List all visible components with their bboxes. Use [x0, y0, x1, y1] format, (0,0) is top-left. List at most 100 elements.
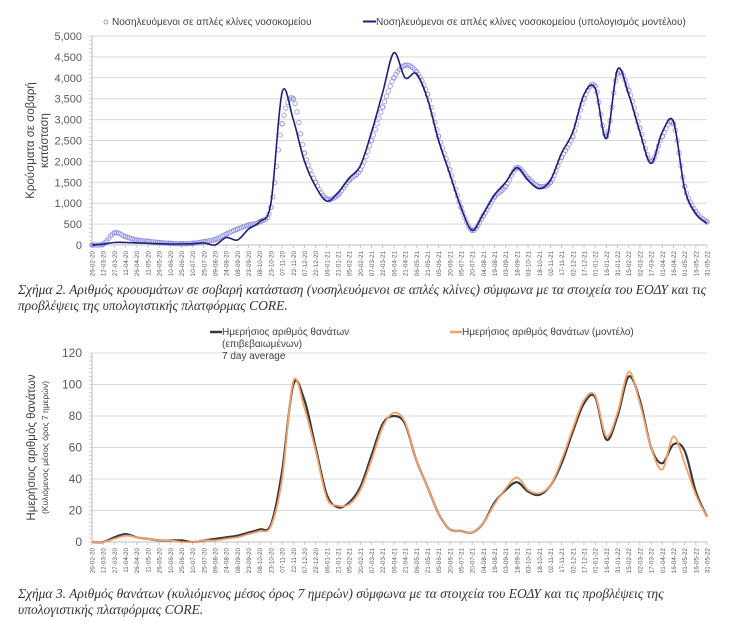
x-tick-label: 11-04-20	[123, 251, 130, 276]
x-tick-label: 05-02-21	[347, 251, 354, 277]
x-tick-label: 07-11-20	[280, 251, 287, 276]
y-tick-label: 20	[69, 504, 83, 518]
x-tick-label: 08-09-20	[235, 251, 242, 277]
x-tick-label: 26-05-20	[157, 548, 164, 574]
y-tick-label: 0	[75, 535, 82, 549]
x-tick-label: 20-07-21	[470, 548, 477, 574]
x-tick-label: 07-11-20	[280, 548, 287, 573]
x-tick-label: 11-04-20	[123, 548, 130, 573]
x-tick-label: 22-12-20	[313, 251, 320, 277]
legend-marker-icon	[103, 19, 109, 25]
x-tick-label: 26-04-20	[134, 251, 141, 277]
x-tick-label: 20-06-21	[447, 548, 454, 574]
data-point	[154, 239, 160, 245]
x-tick-label: 17-11-21	[559, 548, 566, 573]
data-point	[212, 236, 218, 243]
data-point	[402, 62, 408, 68]
x-tick-label: 17-03-22	[649, 251, 656, 277]
x-tick-label: 06-04-21	[391, 251, 398, 277]
data-point	[385, 88, 391, 94]
x-tick-label: 18-09-21	[514, 251, 521, 277]
x-tick-label: 02-12-21	[570, 251, 577, 277]
x-tick-label: 05-06-21	[436, 548, 443, 574]
data-point	[162, 240, 168, 246]
x-tick-label: 31-01-22	[615, 251, 622, 277]
x-tick-label: 21-01-21	[336, 548, 343, 574]
x-tick-label: 06-04-21	[391, 548, 398, 574]
x-tick-label: 20-02-21	[358, 251, 365, 277]
series-line	[91, 375, 709, 544]
data-point	[111, 230, 118, 236]
y-axis-title: κατάσταση	[39, 113, 51, 168]
x-tick-label: 08-10-20	[257, 251, 264, 277]
x-tick-label: 24-08-20	[224, 251, 231, 277]
y-tick-label: 0	[76, 240, 82, 252]
x-tick-label: 06-01-21	[324, 251, 331, 277]
x-tick-label: 02-11-21	[548, 251, 555, 276]
x-tick-label: 20-06-21	[447, 251, 454, 277]
y-tick-label: 80	[69, 409, 83, 423]
x-tick-label: 23-10-20	[268, 548, 275, 574]
x-tick-label: 05-02-21	[347, 548, 354, 574]
x-tick-label: 04-08-21	[481, 251, 488, 277]
data-point	[294, 109, 300, 115]
data-point	[201, 239, 207, 245]
x-tick-label: 05-07-21	[459, 548, 466, 574]
data-point	[271, 179, 278, 186]
y-tick-label: 5,000	[54, 31, 82, 43]
chart-severe-cases: 0 500 1,000 1,500 2,000 2,500 3,000 3,500 4,000 4…	[25, 16, 712, 277]
y-axis-title: Ημερήσιος αριθμός θανάτων	[26, 374, 38, 520]
data-point	[381, 99, 388, 105]
x-tick-label: 05-06-21	[436, 251, 443, 277]
data-point	[245, 222, 252, 228]
y-tick-label: 500	[64, 219, 82, 231]
x-tick-label: 07-12-20	[302, 548, 309, 574]
x-tick-label: 04-08-21	[481, 548, 488, 574]
x-tick-label: 21-05-21	[425, 251, 432, 277]
x-tick-label: 17-03-22	[649, 548, 656, 574]
x-tick-label: 23-09-20	[246, 251, 253, 277]
data-point	[391, 75, 397, 81]
series-markers	[89, 62, 710, 248]
y-tick-label: 100	[62, 378, 82, 392]
x-tick-label: 16-04-22	[671, 548, 678, 574]
x-tick-label: 16-04-22	[671, 251, 678, 277]
y-tick-label: 40	[69, 472, 83, 486]
x-tick-label: 01-01-22	[593, 548, 600, 574]
legend-label: 7 day average	[222, 351, 286, 362]
chart-daily-deaths: 0 20 40 60 80 100 120 26-02-20 12-03-20 27-03-20 1…	[26, 326, 712, 574]
x-tick-label: 21-01-21	[336, 251, 343, 277]
data-point	[283, 105, 289, 111]
x-tick-label: 22-03-21	[380, 251, 387, 277]
x-tick-label: 21-05-21	[425, 548, 432, 574]
x-tick-label: 06-01-21	[324, 548, 331, 574]
x-tick-label: 22-11-20	[291, 548, 298, 573]
x-tick-label: 02-12-21	[570, 548, 577, 574]
x-tick-label: 22-12-20	[313, 548, 320, 574]
x-tick-label: 16-01-22	[604, 548, 611, 574]
x-tick-label: 02-03-22	[637, 251, 644, 277]
data-point	[298, 131, 304, 137]
y-tick-label: 4,000	[54, 73, 82, 85]
x-tick-label: 20-07-21	[470, 251, 477, 277]
data-point	[376, 115, 382, 121]
x-tick-label: 06-05-21	[414, 548, 421, 574]
x-tick-label: 26-02-20	[90, 548, 97, 574]
x-tick-label: 08-10-20	[257, 548, 264, 574]
x-tick-label: 26-05-20	[157, 251, 164, 277]
y-tick-label: 1,500	[54, 177, 82, 189]
x-tick-label: 17-12-21	[582, 251, 589, 277]
x-tick-label: 21-04-21	[403, 251, 410, 277]
x-tick-label: 01-04-22	[660, 548, 667, 574]
x-tick-label: 18-10-21	[537, 548, 544, 574]
data-point	[372, 126, 378, 133]
x-tick-label: 25-06-20	[179, 548, 186, 574]
x-tick-label: 25-07-20	[201, 251, 208, 277]
x-tick-label: 10-07-20	[190, 548, 197, 574]
x-tick-label: 06-05-21	[414, 251, 421, 277]
data-point	[279, 121, 285, 127]
data-point	[378, 109, 384, 116]
data-point	[383, 93, 390, 100]
data-point	[514, 165, 520, 171]
x-tick-label: 02-11-21	[548, 548, 555, 573]
